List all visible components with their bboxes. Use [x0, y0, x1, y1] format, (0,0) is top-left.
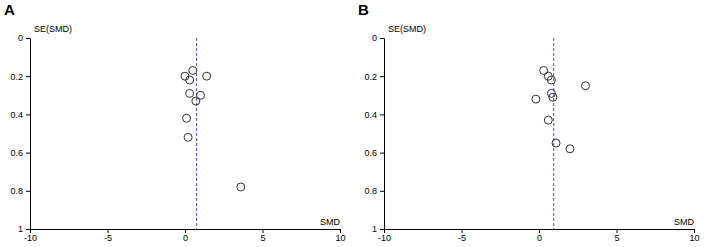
y-tick-mark	[380, 38, 384, 39]
y-tick: 0.2	[10, 72, 30, 82]
study-point	[544, 116, 552, 124]
y-tick-mark	[380, 76, 384, 77]
y-tick: 0	[372, 33, 384, 43]
x-tick: 10	[335, 229, 345, 243]
y-axis-title: SE(SMD)	[34, 24, 72, 34]
panel-title: B	[358, 1, 369, 18]
study-point	[237, 183, 245, 191]
y-tick-label: 0.4	[364, 110, 377, 120]
study-point	[566, 145, 574, 153]
y-tick: 0.6	[10, 148, 30, 158]
y-tick-label: 0.8	[364, 186, 377, 196]
y-tick-mark	[26, 114, 30, 115]
y-tick: 0.4	[364, 110, 384, 120]
x-tick: -10	[24, 229, 37, 243]
study-point	[197, 91, 205, 99]
y-tick-mark	[380, 191, 384, 192]
y-tick-label: 0.8	[10, 186, 23, 196]
study-point	[532, 95, 540, 103]
study-point	[547, 76, 555, 84]
summary-line	[196, 38, 197, 229]
x-tick: 0	[537, 229, 542, 243]
x-axis-title: SMD	[674, 217, 695, 227]
x-tick-label: 10	[689, 233, 699, 243]
y-axis: 0 0.2 0.4 0.6 0.8 1	[364, 33, 384, 234]
study-point	[186, 76, 194, 84]
study-point	[552, 139, 560, 147]
x-tick: 5	[260, 229, 265, 243]
y-tick-label: 0	[18, 33, 23, 43]
y-tick-label: 1	[372, 224, 377, 234]
y-tick-mark	[26, 229, 30, 230]
plot-area	[181, 38, 245, 229]
study-point	[186, 89, 194, 97]
summary-line	[553, 38, 554, 229]
x-tick-label: 0	[537, 233, 542, 243]
y-tick: 0.4	[10, 110, 30, 120]
x-tick-label: -5	[104, 233, 112, 243]
x-tick: -5	[458, 229, 466, 243]
y-tick-label: 0.6	[364, 148, 377, 158]
x-tick: -10	[378, 229, 391, 243]
study-point	[189, 66, 197, 74]
x-tick-label: -5	[458, 233, 466, 243]
panel-title: A	[4, 1, 15, 18]
y-tick-label: 0.6	[10, 148, 23, 158]
y-tick: 0	[18, 33, 30, 43]
y-tick: 0.2	[364, 72, 384, 82]
study-point	[540, 66, 548, 74]
x-axis: -10 -5 0 5 10	[24, 229, 346, 243]
x-axis: -10 -5 0 5 10	[378, 229, 700, 243]
y-axis-line	[380, 39, 385, 230]
y-tick-mark	[26, 76, 30, 77]
y-axis-title: SE(SMD)	[388, 24, 426, 34]
study-point	[192, 97, 200, 105]
x-tick: 0	[183, 229, 188, 243]
x-tick: 10	[689, 229, 699, 243]
figure: 00.20.40.60.81-10-50510SE(SMD)SMDA00.20.…	[0, 0, 708, 247]
y-tick-label: 1	[18, 224, 23, 234]
study-point	[549, 93, 557, 101]
y-tick-mark	[26, 38, 30, 39]
y-tick-mark	[380, 114, 384, 115]
x-tick-label: 10	[335, 233, 345, 243]
study-point	[183, 114, 191, 122]
plot-area	[532, 38, 590, 229]
x-tick-label: 0	[183, 233, 188, 243]
study-point	[184, 133, 192, 141]
y-axis-line	[26, 39, 31, 230]
y-tick-label: 0	[372, 33, 377, 43]
y-tick-mark	[380, 153, 384, 154]
panel: 0 0.2 0.4 0.6 0.8 1-10 -5 0 5 10 SE(SMD) SMD	[364, 24, 699, 243]
x-tick-label: 5	[260, 233, 265, 243]
panel: 0 0.2 0.4 0.6 0.8 1-10 -5 0 5 10 SE(SMD) SMD	[10, 24, 345, 243]
study-point	[582, 82, 590, 90]
x-tick-label: -10	[378, 233, 391, 243]
x-tick-label: -10	[24, 233, 37, 243]
y-axis: 0 0.2 0.4 0.6 0.8 1	[10, 33, 30, 234]
y-tick-label: 0.2	[10, 72, 23, 82]
y-tick: 0.6	[364, 148, 384, 158]
x-tick-label: 5	[614, 233, 619, 243]
y-tick-label: 0.2	[364, 72, 377, 82]
y-tick: 0.8	[10, 186, 30, 196]
y-tick: 0.8	[364, 186, 384, 196]
study-point	[203, 72, 211, 80]
y-tick-mark	[380, 229, 384, 230]
x-tick: 5	[614, 229, 619, 243]
y-tick-mark	[26, 153, 30, 154]
x-tick: -5	[104, 229, 112, 243]
x-axis-title: SMD	[320, 217, 341, 227]
y-tick-mark	[26, 191, 30, 192]
y-tick-label: 0.4	[10, 110, 23, 120]
